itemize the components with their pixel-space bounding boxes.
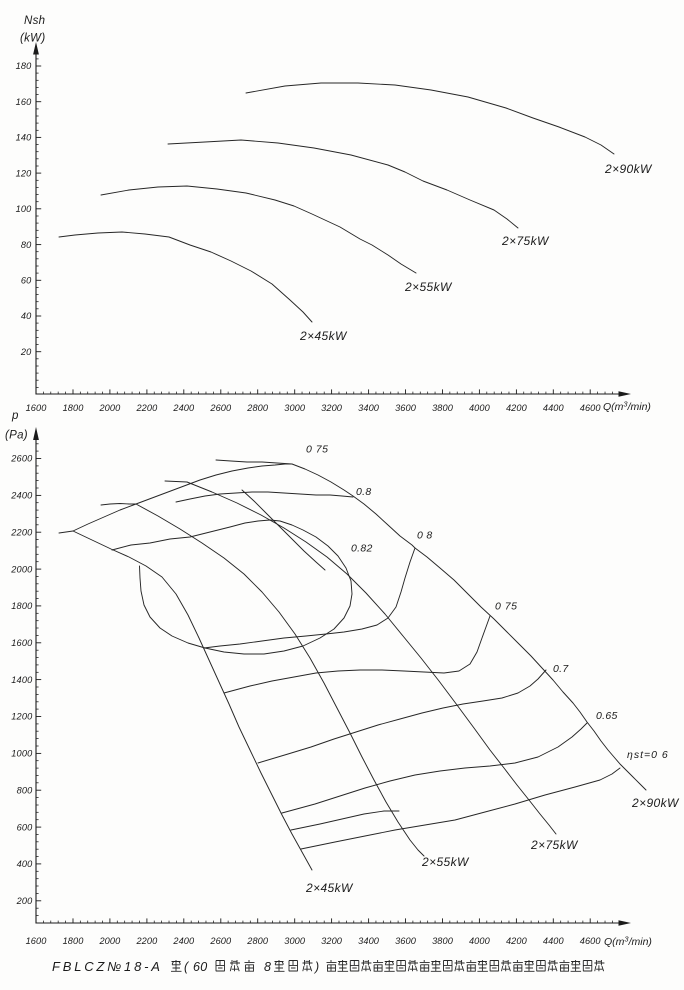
svg-text:80: 80 (21, 240, 32, 250)
svg-text:3600: 3600 (395, 403, 417, 413)
svg-text:1800: 1800 (63, 403, 85, 413)
svg-text:1200: 1200 (11, 712, 33, 722)
svg-text:1000: 1000 (11, 749, 33, 759)
svg-text:ηst=0 6: ηst=0 6 (627, 749, 669, 761)
svg-text:120: 120 (16, 168, 33, 178)
svg-text:2×55kW: 2×55kW (421, 855, 470, 869)
svg-text:1400: 1400 (11, 675, 33, 685)
svg-text:2400: 2400 (172, 936, 195, 946)
svg-text:0.7: 0.7 (553, 663, 569, 675)
svg-text:2×55kW: 2×55kW (404, 280, 453, 294)
svg-text:(: ( (184, 960, 190, 974)
svg-text:140: 140 (16, 133, 33, 143)
svg-text:3000: 3000 (284, 403, 306, 413)
svg-text:Q(m3/min): Q(m3/min) (604, 935, 652, 949)
svg-text:0 8: 0 8 (417, 530, 433, 542)
svg-text:1800: 1800 (63, 936, 85, 946)
svg-text:1600: 1600 (26, 403, 48, 413)
svg-text:60: 60 (193, 960, 208, 974)
svg-text:2×45kW: 2×45kW (305, 881, 354, 895)
svg-text:4400: 4400 (543, 936, 565, 946)
svg-text:20: 20 (20, 347, 32, 357)
svg-text:(kW): (kW) (20, 33, 45, 45)
svg-text:2800: 2800 (246, 403, 269, 413)
svg-text:3400: 3400 (358, 936, 380, 946)
svg-text:): ) (313, 960, 319, 974)
svg-text:0 75: 0 75 (495, 601, 517, 613)
svg-text:4400: 4400 (543, 403, 565, 413)
svg-text:Q(m3/min): Q(m3/min) (603, 400, 651, 414)
svg-text:600: 600 (17, 822, 34, 832)
svg-text:2000: 2000 (10, 564, 33, 574)
svg-text:0.65: 0.65 (596, 710, 618, 722)
svg-text:2×90kW: 2×90kW (604, 162, 653, 176)
svg-text:2400: 2400 (10, 491, 33, 501)
svg-text:3800: 3800 (432, 936, 454, 946)
svg-text:4000: 4000 (469, 936, 491, 946)
svg-text:2200: 2200 (135, 403, 158, 413)
svg-text:2×75kW: 2×75kW (530, 838, 579, 852)
svg-text:3000: 3000 (284, 936, 306, 946)
svg-text:0.82: 0.82 (351, 543, 373, 555)
svg-text:100: 100 (16, 204, 33, 214)
svg-text:4600: 4600 (580, 936, 602, 946)
svg-text:2600: 2600 (209, 936, 232, 946)
svg-text:2400: 2400 (172, 403, 195, 413)
svg-text:60: 60 (21, 276, 32, 286)
svg-text:4200: 4200 (506, 936, 528, 946)
svg-text:3400: 3400 (358, 403, 380, 413)
svg-text:3200: 3200 (321, 936, 343, 946)
svg-text:2×45kW: 2×45kW (299, 329, 348, 343)
svg-text:2000: 2000 (98, 403, 121, 413)
svg-text:3800: 3800 (432, 403, 454, 413)
svg-text:2800: 2800 (246, 936, 269, 946)
svg-text:200: 200 (16, 896, 34, 906)
svg-text:2600: 2600 (10, 454, 33, 464)
svg-text:8: 8 (264, 960, 271, 974)
svg-text:2200: 2200 (135, 936, 158, 946)
svg-text:400: 400 (17, 859, 34, 869)
svg-text:800: 800 (17, 785, 34, 795)
svg-text:3200: 3200 (321, 403, 343, 413)
svg-text:4600: 4600 (580, 403, 602, 413)
svg-text:2000: 2000 (98, 936, 121, 946)
svg-text:2600: 2600 (209, 403, 232, 413)
svg-text:1800: 1800 (11, 601, 33, 611)
svg-text:(Pa): (Pa) (5, 430, 28, 442)
svg-text:40: 40 (21, 311, 32, 321)
svg-text:160: 160 (16, 97, 33, 107)
svg-text:180: 180 (16, 61, 33, 71)
svg-text:0 75: 0 75 (306, 444, 328, 456)
svg-text:4000: 4000 (469, 403, 491, 413)
svg-text:1600: 1600 (11, 638, 33, 648)
svg-text:1600: 1600 (26, 936, 48, 946)
svg-text:2×75kW: 2×75kW (501, 234, 550, 248)
svg-text:4200: 4200 (506, 403, 528, 413)
svg-text:0.8: 0.8 (356, 486, 372, 498)
svg-text:2×90kW: 2×90kW (631, 796, 680, 810)
svg-text:FBLCZ№18-A: FBLCZ№18-A (52, 959, 163, 974)
svg-text:3600: 3600 (395, 936, 417, 946)
svg-text:2200: 2200 (10, 527, 33, 537)
svg-text:Nsh: Nsh (24, 15, 45, 27)
svg-text:p: p (11, 410, 19, 422)
